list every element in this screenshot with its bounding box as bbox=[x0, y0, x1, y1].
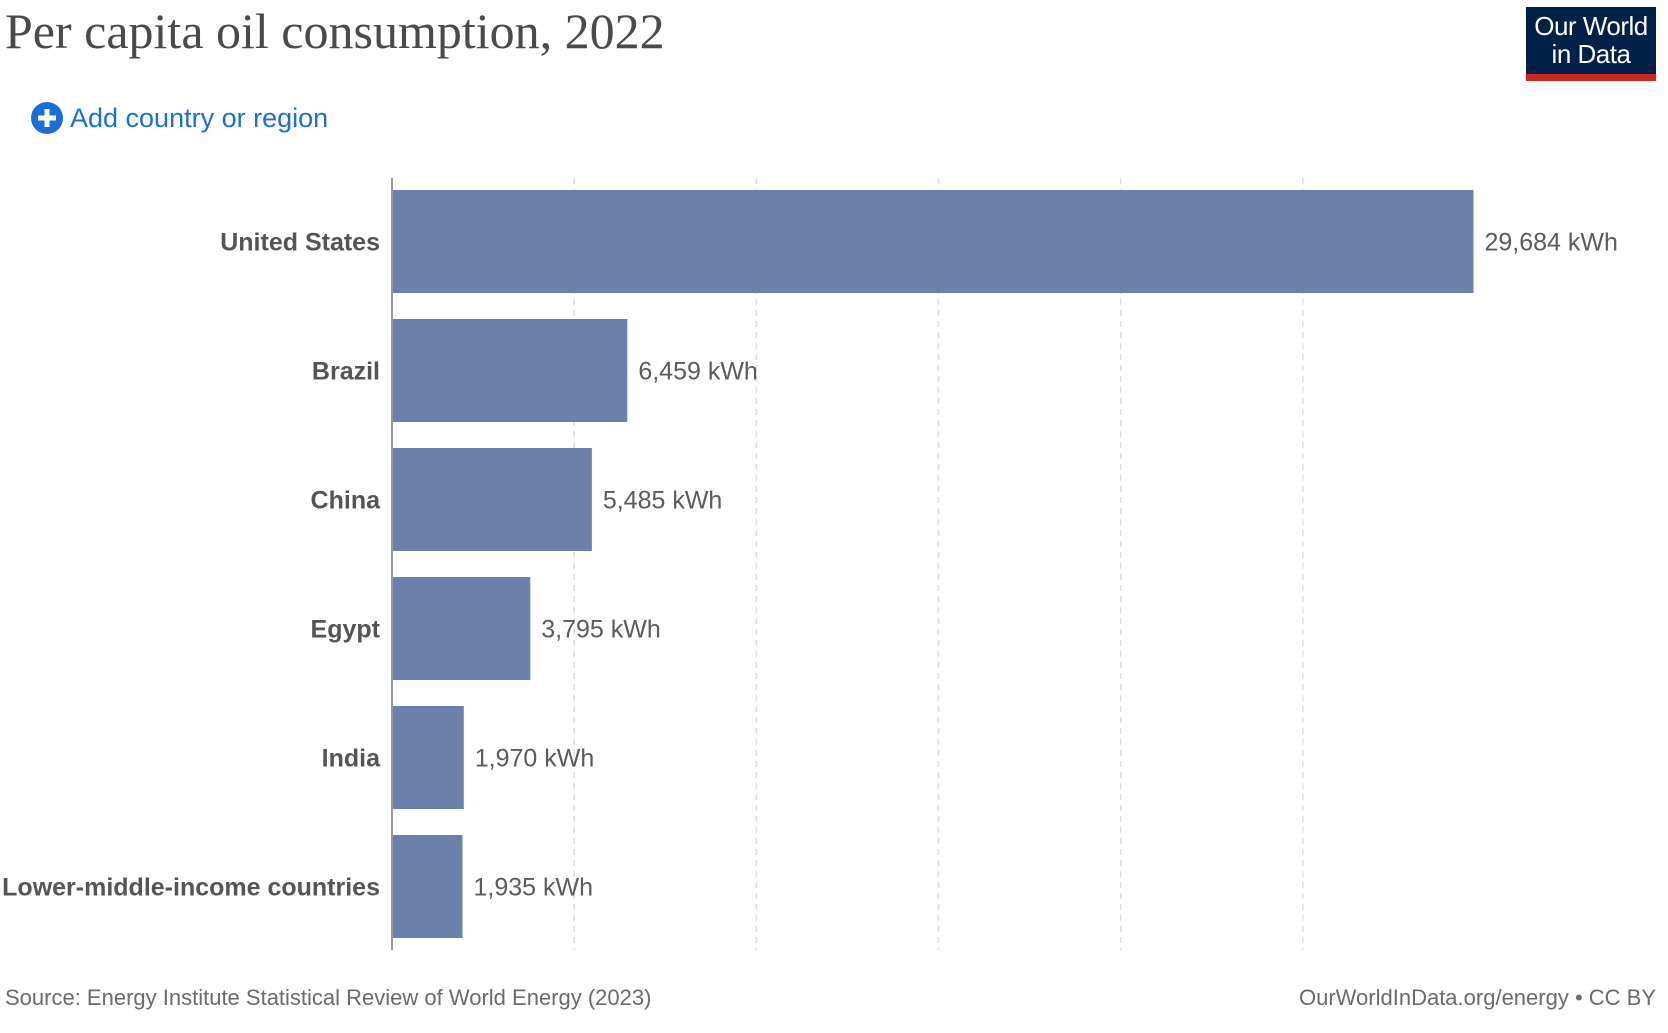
category-label: United States bbox=[220, 229, 380, 257]
value-label: 1,970 kWh bbox=[475, 745, 595, 773]
chart-title: Per capita oil consumption, 2022 bbox=[5, 3, 665, 59]
plus-circle-icon bbox=[31, 102, 63, 134]
add-country-button[interactable]: Add country or region bbox=[30, 100, 328, 136]
value-label: 3,795 kWh bbox=[541, 616, 661, 644]
bar bbox=[392, 577, 531, 680]
category-label: Brazil bbox=[312, 358, 380, 386]
logo-line-2: in Data bbox=[1551, 39, 1631, 69]
value-label: 1,935 kWh bbox=[473, 874, 593, 902]
source-note: Source: Energy Institute Statistical Rev… bbox=[5, 985, 652, 1010]
bar bbox=[392, 706, 464, 809]
credit-link[interactable]: OurWorldInData.org/energy • CC BY bbox=[1299, 985, 1656, 1010]
logo-line-1: Our World bbox=[1534, 11, 1648, 41]
category-label: Egypt bbox=[311, 616, 381, 644]
category-label: India bbox=[322, 745, 381, 773]
category-label: China bbox=[311, 487, 382, 515]
owid-logo[interactable]: Our World in Data bbox=[1526, 7, 1656, 81]
add-country-label: Add country or region bbox=[70, 102, 329, 133]
category-label: Lower-middle-income countries bbox=[2, 874, 380, 902]
bar bbox=[392, 190, 1474, 293]
bar bbox=[392, 448, 592, 551]
value-label: 5,485 kWh bbox=[603, 487, 723, 515]
value-label: 6,459 kWh bbox=[638, 358, 758, 386]
bar bbox=[392, 835, 463, 938]
value-label: 29,684 kWh bbox=[1484, 229, 1617, 257]
bar bbox=[392, 319, 628, 422]
